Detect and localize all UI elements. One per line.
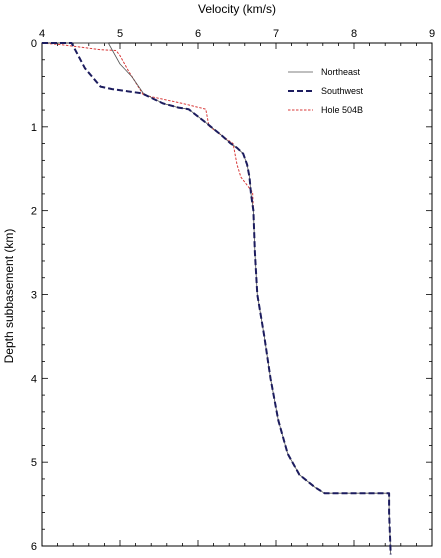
y-tick-label: 4: [31, 373, 37, 385]
y-tick-label: 1: [31, 122, 37, 134]
series-line-southwest: [42, 42, 392, 555]
x-axis-title: Velocity (km/s): [198, 2, 276, 16]
y-tick-label: 5: [31, 457, 37, 469]
x-tick-label: 7: [273, 28, 279, 40]
series-layer: [41, 42, 392, 555]
x-tick-label: 6: [195, 28, 201, 40]
legend-label-hole-504b: Hole 504B: [321, 105, 363, 115]
series-line-hole-504b: [41, 42, 254, 211]
ticks-layer: 4 5 6 7 8 9 0 1 2 3 4 5 6: [31, 28, 435, 553]
y-axis-title: Depth subbasement (km): [2, 229, 16, 364]
y-tick-label: 2: [31, 206, 37, 218]
x-tick-label: 5: [117, 28, 123, 40]
legend-label-northeast: Northeast: [321, 67, 361, 77]
y-tick-label: 0: [31, 38, 37, 50]
y-tick-label: 6: [31, 541, 37, 553]
legend: Northeast Southwest Hole 504B: [288, 67, 364, 115]
plot-frame: [41, 42, 433, 547]
x-tick-label: 9: [429, 28, 435, 40]
x-tick-label: 4: [39, 28, 45, 40]
x-tick-label: 8: [351, 28, 357, 40]
y-tick-label: 3: [31, 290, 37, 302]
legend-label-southwest: Southwest: [321, 86, 364, 96]
series-line-northeast: [42, 42, 392, 555]
